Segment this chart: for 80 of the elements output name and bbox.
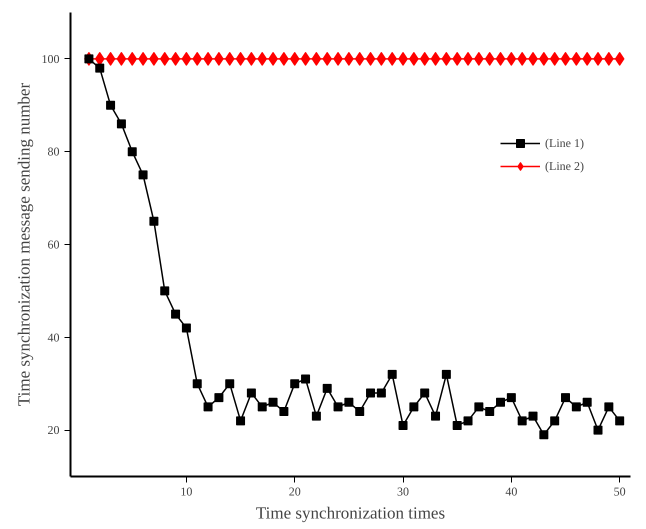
point [474,402,484,412]
point [236,416,246,426]
point [95,64,104,73]
point [506,393,516,402]
x-tick-label: 10 [180,484,192,498]
point [290,52,300,66]
point [138,170,148,180]
point [214,393,224,402]
point [225,379,234,388]
point [615,416,624,426]
point [322,384,332,393]
point [192,379,202,388]
point [355,407,364,416]
point [550,52,560,66]
point [388,370,397,379]
point [301,374,310,384]
point [431,412,440,421]
point [354,52,365,66]
y-tick-label: 40 [48,330,60,344]
point [366,388,376,398]
point [518,416,527,426]
point [604,402,614,412]
point [420,388,430,398]
point [149,216,158,226]
point [582,398,592,407]
point [268,398,278,407]
point [246,388,256,398]
point [182,324,191,333]
point [160,52,170,66]
y-tick-label: 80 [48,144,60,159]
point [496,398,506,407]
point [452,420,462,430]
point [442,370,451,379]
point [539,430,548,440]
point [127,52,138,66]
point [409,402,418,412]
point [582,52,592,66]
point [561,393,570,402]
point [116,119,126,128]
point [464,416,473,426]
point [279,407,288,416]
point [258,402,267,412]
x-tick-label: 40 [505,484,518,498]
legend-label: (Line 1) [545,136,584,150]
point [312,412,321,421]
point [420,52,430,66]
point [550,416,560,426]
legend-label: (Line 2) [545,158,584,174]
y-axis-title: Time synchronization message sending number [14,82,34,406]
point [84,54,94,64]
point [528,412,538,421]
point [106,100,116,110]
point [257,52,268,66]
y-tick-label: 60 [48,238,60,252]
point [128,147,137,156]
point [160,286,170,296]
y-tick-label: 100 [42,52,60,66]
point [334,402,343,412]
point [572,402,581,412]
point [594,426,603,435]
point [484,52,495,66]
point [290,379,300,388]
point [94,52,105,66]
point [517,52,528,66]
x-tick-label: 20 [288,484,301,498]
point [204,402,213,412]
x-tick-label: 50 [614,484,626,498]
x-axis-title: Time synchronization times [256,504,446,522]
point [387,52,398,66]
point [452,52,462,66]
point [485,407,494,416]
point [376,388,386,398]
point [192,52,202,66]
point [224,52,235,66]
point [398,420,408,430]
point [322,52,332,66]
point [344,398,354,407]
x-tick-label: 30 [397,484,410,498]
point [171,310,180,319]
y-tick-label: 20 [48,423,60,438]
